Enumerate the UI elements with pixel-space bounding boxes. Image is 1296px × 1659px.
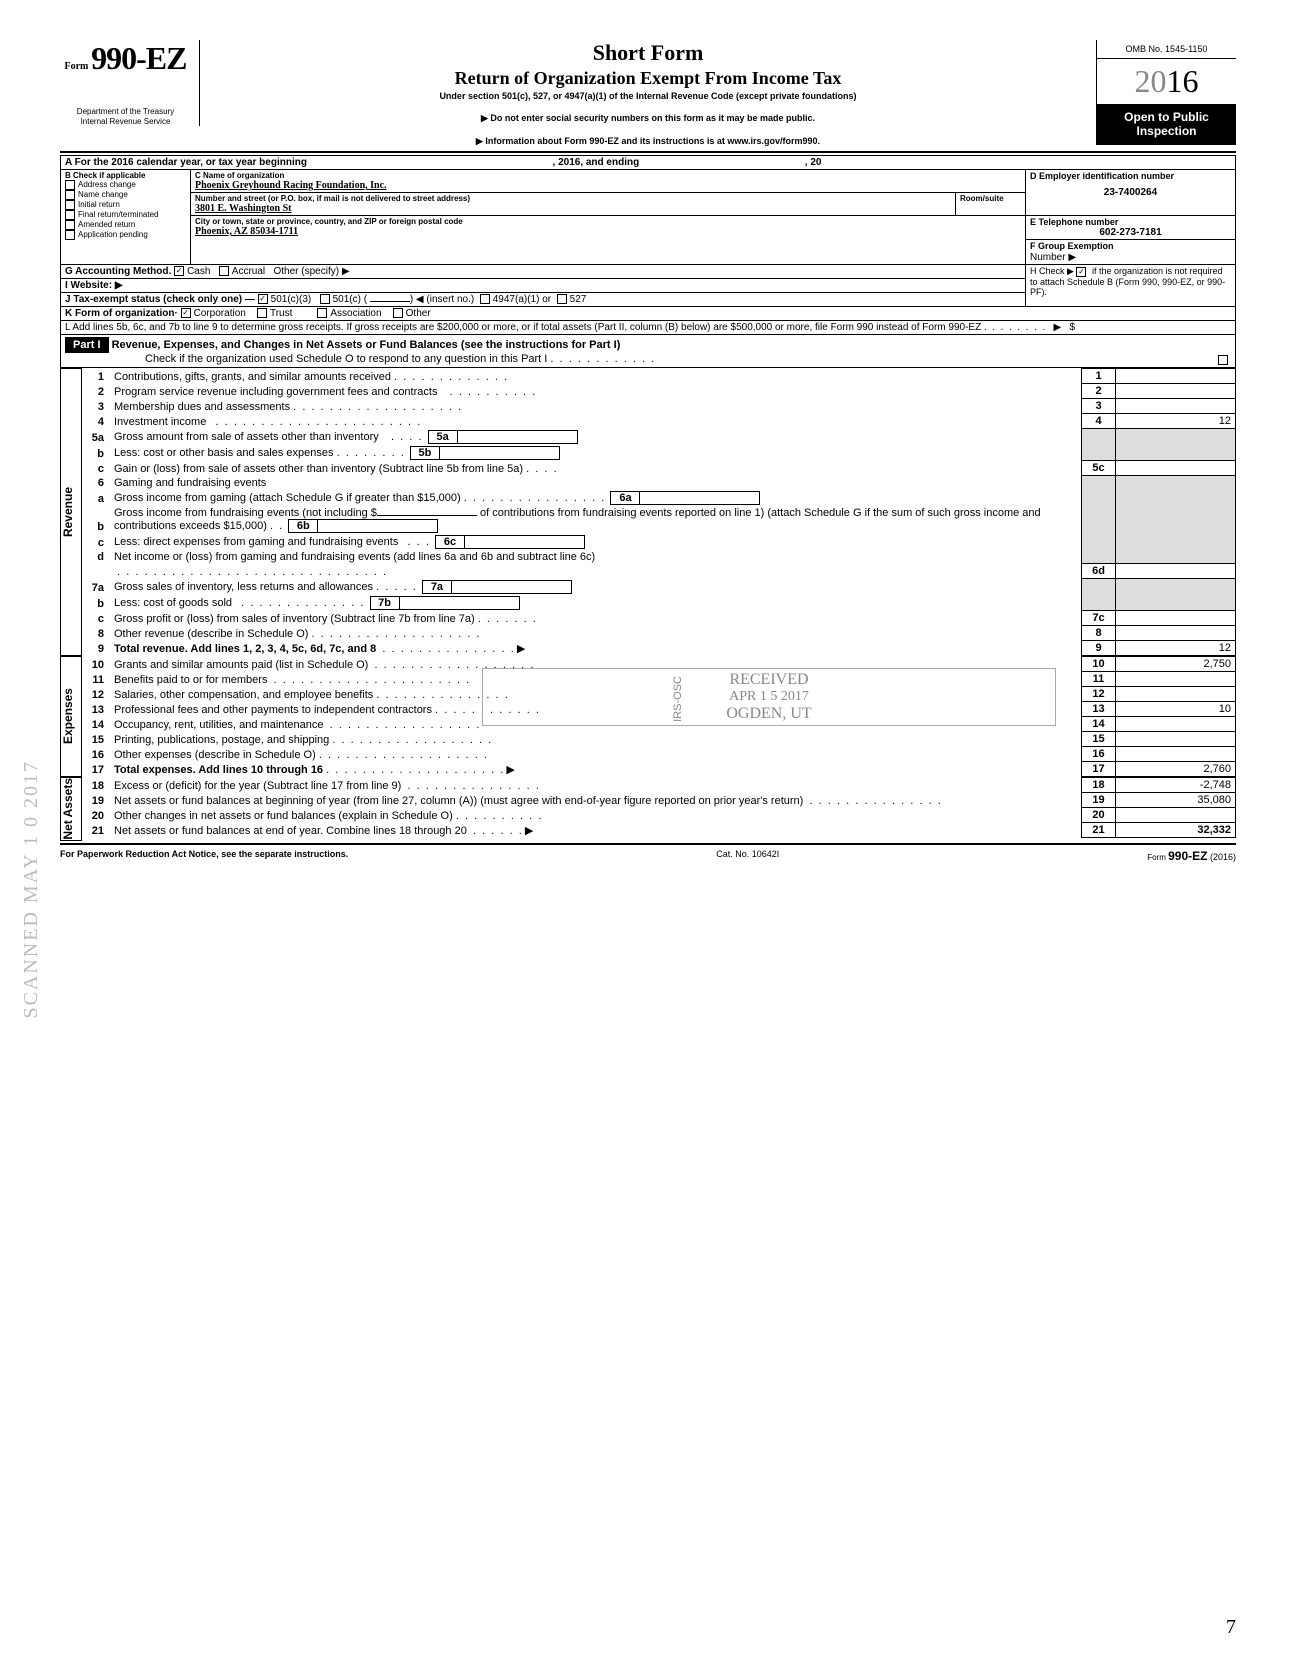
header-block-table: A For the 2016 calendar year, or tax yea… [60,155,1236,335]
open-to-public: Open to Public Inspection [1097,104,1236,145]
subtitle: Under section 501(c), 527, or 4947(a)(1)… [212,91,1084,101]
value-line9: 12 [1116,641,1236,656]
block-f-number: Number ▶ [1030,252,1076,263]
checkbox-501c3[interactable]: ✓ [258,294,268,304]
block-d-label: D Employer identification number [1030,171,1231,181]
checkbox-527[interactable] [557,294,567,304]
value-line10: 2,750 [1116,657,1236,672]
checkbox-name-change[interactable] [65,190,75,200]
street-label: Number and street (or P.O. box, if mail … [195,194,951,203]
street-value: 3801 E. Washington St [195,203,951,214]
checkbox-corporation[interactable]: ✓ [181,308,191,318]
checkbox-cash[interactable]: ✓ [174,266,184,276]
checkbox-amended-return[interactable] [65,220,75,230]
checkbox-trust[interactable] [257,308,267,318]
checkbox-4947[interactable] [480,294,490,304]
title-return: Return of Organization Exempt From Incom… [212,68,1084,89]
ein-value: 23-7400264 [1030,187,1231,198]
block-g-label: G Accounting Method. [65,266,171,277]
room-label: Room/suite [960,194,1021,203]
block-e-label: E Telephone number [1030,217,1231,227]
checkbox-address-change[interactable] [65,180,75,190]
page-number: 7 [1226,1616,1236,1639]
block-c-name-label: C Name of organization [195,171,1021,180]
expenses-side-label: Expenses [60,656,82,777]
checkbox-initial-return[interactable] [65,200,75,210]
checkbox-other-org[interactable] [393,308,403,318]
footer: For Paperwork Reduction Act Notice, see … [60,849,1236,863]
city-label: City or town, state or province, country… [195,217,1021,226]
value-line19: 35,080 [1116,793,1236,808]
org-name: Phoenix Greyhound Racing Foundation, Inc… [195,180,1021,191]
revenue-lines: 1Contributions, gifts, grants, and simil… [82,368,1236,656]
checkbox-accrual[interactable] [219,266,229,276]
value-line4: 12 [1116,414,1236,429]
line-a-end: , 20 [805,157,822,168]
form-header: Form 990-EZ Department of the Treasury I… [60,40,1236,147]
block-j-label: J Tax-exempt status (check only one) — [65,294,255,305]
expense-lines: 10Grants and similar amounts paid (list … [82,656,1236,777]
phone-value: 602-273-7181 [1030,227,1231,238]
tax-year: 2016 [1097,59,1236,104]
title-short-form: Short Form [212,40,1084,66]
block-i-label: I Website: ▶ [65,280,123,291]
dept-label: Department of the Treasury Internal Reve… [60,107,191,126]
checkbox-application-pending[interactable] [65,230,75,240]
netassets-lines: 18Excess or (deficit) for the year (Subt… [82,777,1236,838]
value-line21: 32,332 [1116,823,1236,838]
value-line17: 2,760 [1116,762,1236,777]
block-h-label: H Check ▶ [1030,266,1074,276]
checkbox-schedule-b[interactable]: ✓ [1076,267,1086,277]
city-value: Phoenix, AZ 85034-1711 [195,226,1021,237]
omb-number: OMB No. 1545-1150 [1097,40,1236,59]
checkbox-association[interactable] [317,308,327,318]
block-k-label: K Form of organization· [65,308,178,319]
form-number: Form 990-EZ [60,40,191,77]
value-line18: -2,748 [1116,778,1236,793]
block-f-label: F Group Exemption [1030,241,1114,251]
scanned-stamp: SCANNED MAY 1 0 2017 [20,760,43,1019]
line-a-label: A For the 2016 calendar year, or tax yea… [65,157,307,168]
notice-ssn: ▶ Do not enter social security numbers o… [212,113,1084,124]
other-specify: Other (specify) ▶ [273,266,349,277]
block-b: B Check if applicable Address change Nam… [61,170,191,265]
part1-header: Part I Revenue, Expenses, and Changes in… [60,335,1236,368]
checkbox-501c[interactable] [320,294,330,304]
checkbox-schedule-o[interactable] [1218,355,1228,365]
value-line13: 10 [1116,702,1236,717]
part1-check-line: Check if the organization used Schedule … [145,353,547,365]
notice-info: ▶ Information about Form 990-EZ and its … [212,136,1084,147]
irs-osc-stamp: IRS-OSC [672,676,684,722]
line-a-mid: , 2016, and ending [553,157,640,168]
netassets-side-label: Net Assets [60,777,82,841]
revenue-side-label: Revenue [60,368,82,656]
block-l-text: L Add lines 5b, 6c, and 7b to line 9 to … [65,322,981,333]
checkbox-final-return[interactable] [65,210,75,220]
